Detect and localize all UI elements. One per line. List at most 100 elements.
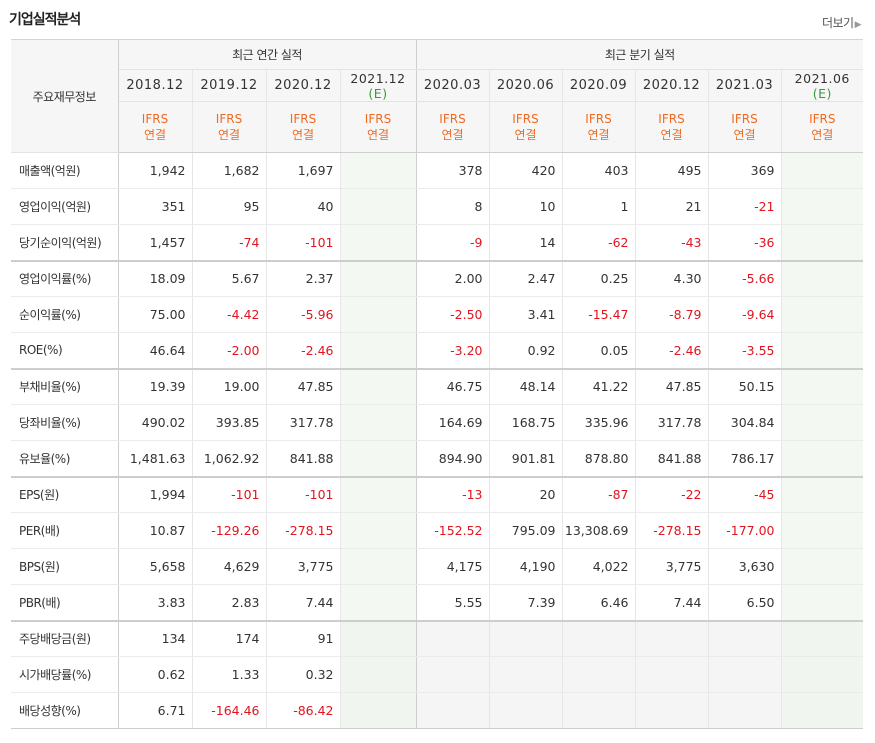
type-consolidated: 연결 [217, 128, 241, 142]
table-row: 당좌비율(%) 490.02 393.85 317.78 164.69 168.75 335… [11, 404, 864, 441]
period-date: 2020.12 [642, 78, 701, 93]
value-cell: 4,629 [191, 548, 266, 585]
accounting-type: IFRS 연결 [561, 101, 635, 153]
value-cell: -129.26 [191, 512, 266, 549]
value-cell: 20 [488, 476, 562, 513]
period-date: 2020.09 [569, 78, 628, 93]
type-ifrs: IFRS [512, 112, 539, 126]
value-cell [634, 620, 708, 657]
value-cell: 6.50 [707, 584, 781, 622]
period-date: 2019.12 [200, 78, 258, 93]
value-cell [488, 620, 562, 657]
value-cell: 1,481.63 [118, 440, 192, 478]
value-cell [339, 584, 417, 622]
value-cell [780, 368, 864, 405]
value-cell: -43 [634, 224, 708, 262]
value-cell [780, 656, 864, 693]
type-consolidated: 연결 [733, 128, 756, 142]
value-cell [339, 296, 417, 333]
table-row: EPS(원) 1,994 -101 -101 -13 20 -87 -22 -45 [11, 476, 864, 513]
value-cell: 841.88 [265, 440, 340, 478]
value-cell: 304.84 [707, 404, 781, 441]
value-cell [339, 512, 417, 549]
row-label: 당좌비율(%) [11, 404, 119, 441]
value-cell: -15.47 [561, 296, 635, 333]
value-cell: -101 [265, 476, 340, 513]
value-cell [339, 548, 417, 585]
value-cell: 335.96 [561, 404, 635, 441]
value-cell [561, 692, 635, 729]
value-cell: 1,994 [118, 476, 192, 513]
table-row: ROE(%) 46.64 -2.00 -2.46 -3.20 0.92 0.05 -2.46-… [11, 332, 864, 370]
value-cell: -21 [707, 188, 781, 225]
value-cell: -22 [634, 476, 708, 513]
period-header: 2020.09 [561, 69, 635, 102]
row-label: BPS(원) [11, 548, 119, 585]
value-cell [339, 404, 417, 441]
value-cell: -101 [265, 224, 340, 262]
value-cell: 46.64 [118, 332, 192, 370]
value-cell: -13 [416, 476, 489, 513]
period-header: 2018.12 [118, 69, 192, 102]
value-cell [780, 224, 864, 262]
estimate-mark: (E) [812, 85, 832, 101]
period-header: 2021.06 (E) [780, 69, 864, 102]
value-cell: -5.66 [707, 260, 781, 297]
value-cell: 786.17 [707, 440, 781, 478]
value-cell: 403 [561, 152, 635, 189]
value-cell: 6.71 [118, 692, 192, 729]
value-cell: 1,942 [118, 152, 192, 189]
value-cell: -4.42 [191, 296, 266, 333]
estimate-mark: (E) [368, 85, 388, 101]
value-cell: -278.15 [634, 512, 708, 549]
accounting-type: IFRS 연결 [191, 101, 266, 153]
value-cell: 4,175 [416, 548, 489, 585]
value-cell: 0.32 [265, 656, 340, 693]
row-label: 당기순이익(억원) [11, 224, 119, 262]
value-cell: -101 [191, 476, 266, 513]
type-consolidated: 연결 [660, 128, 683, 142]
accounting-type: IFRS 연결 [339, 101, 417, 153]
table-row: 유보율(%) 1,481.63 1,062.92 841.88 894.90 901.81… [11, 440, 864, 478]
value-cell: 0.25 [561, 260, 635, 297]
accounting-type: IFRS 연결 [780, 101, 864, 153]
value-cell [780, 440, 864, 478]
value-cell: -177.00 [707, 512, 781, 549]
value-cell: 46.75 [416, 368, 489, 405]
row-label: 시가배당률(%) [11, 656, 119, 693]
value-cell: 490.02 [118, 404, 192, 441]
value-cell [707, 656, 781, 693]
period-date: 2021.06 [794, 70, 850, 86]
value-cell: 7.44 [634, 584, 708, 622]
value-cell: 2.00 [416, 260, 489, 297]
value-cell [780, 476, 864, 513]
period-date: 2021.12 [350, 70, 406, 86]
value-cell [339, 224, 417, 262]
value-cell: 878.80 [561, 440, 635, 478]
value-cell: -74 [191, 224, 266, 262]
type-ifrs: IFRS [585, 112, 612, 126]
value-cell [634, 656, 708, 693]
value-cell: 7.39 [488, 584, 562, 622]
value-cell: -152.52 [416, 512, 489, 549]
value-cell: 2.83 [191, 584, 266, 622]
value-cell: 4.30 [634, 260, 708, 297]
value-cell: 6.46 [561, 584, 635, 622]
value-cell: 5.55 [416, 584, 489, 622]
value-cell: 1,457 [118, 224, 192, 262]
more-link[interactable]: 더보기▶ [822, 14, 862, 31]
value-cell [416, 656, 489, 693]
type-ifrs: IFRS [215, 112, 243, 126]
value-cell: 19.39 [118, 368, 192, 405]
value-cell: 317.78 [265, 404, 340, 441]
value-cell: 47.85 [265, 368, 340, 405]
period-header: 2020.06 [488, 69, 562, 102]
value-cell: -9.64 [707, 296, 781, 333]
value-cell: 317.78 [634, 404, 708, 441]
table-row: BPS(원) 5,658 4,629 3,775 4,175 4,190 4,022 3,77… [11, 548, 864, 585]
value-cell: -86.42 [265, 692, 340, 729]
value-cell: 3.83 [118, 584, 192, 622]
value-cell: 75.00 [118, 296, 192, 333]
value-cell [339, 260, 417, 297]
value-cell: 47.85 [634, 368, 708, 405]
